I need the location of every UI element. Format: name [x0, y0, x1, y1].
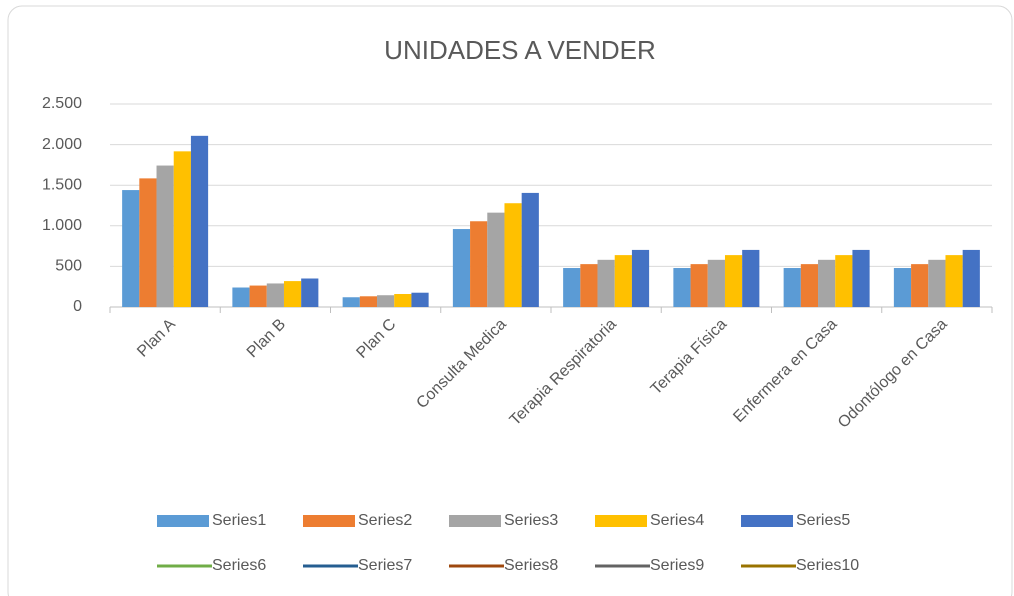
bar — [301, 278, 319, 307]
bar — [724, 255, 743, 307]
bar — [673, 268, 691, 307]
bar — [173, 151, 191, 307]
bar — [394, 294, 412, 307]
legend-swatch — [303, 515, 355, 527]
bar — [690, 264, 708, 307]
bar — [504, 203, 522, 307]
bar — [911, 264, 929, 307]
y-tick-label: 500 — [55, 258, 82, 275]
bar — [249, 285, 267, 307]
bar — [928, 259, 946, 307]
bar — [411, 292, 429, 307]
bar — [122, 190, 140, 307]
bar — [580, 264, 598, 307]
y-tick-label: 1.500 — [42, 176, 82, 193]
legend-label: Series9 — [650, 557, 704, 574]
legend-swatch — [741, 515, 793, 527]
legend-label: Series5 — [796, 512, 850, 529]
y-tick-label: 2.000 — [42, 136, 82, 153]
bar — [342, 297, 360, 307]
bar — [835, 255, 853, 307]
bar — [521, 192, 539, 307]
bar — [962, 249, 980, 307]
bar — [893, 268, 912, 307]
legend-label: Series7 — [358, 557, 412, 574]
bar — [156, 165, 174, 307]
bar — [597, 259, 615, 307]
legend-label: Series2 — [358, 512, 412, 529]
bar — [818, 259, 836, 307]
bar — [139, 178, 157, 307]
legend-label: Series3 — [504, 512, 558, 529]
legend-swatch — [449, 515, 501, 527]
legend-label: Series1 — [212, 512, 266, 529]
legend-label: Series10 — [796, 557, 859, 574]
bar — [266, 283, 284, 307]
bar — [800, 264, 819, 307]
y-tick-label: 2.500 — [42, 95, 82, 112]
y-tick-label: 0 — [73, 298, 82, 315]
bar — [452, 229, 471, 307]
bar — [945, 255, 963, 307]
bar — [487, 212, 505, 307]
bar — [377, 295, 395, 307]
bar — [631, 249, 650, 307]
bar — [190, 135, 209, 307]
bar — [563, 268, 581, 307]
legend-label: Series6 — [212, 557, 266, 574]
bar — [359, 296, 378, 307]
bar — [852, 249, 870, 307]
bar — [283, 281, 302, 307]
legend-label: Series4 — [650, 512, 704, 529]
bar — [783, 268, 801, 307]
bar — [742, 249, 760, 307]
legend-label: Series8 — [504, 557, 558, 574]
bar — [614, 255, 632, 307]
chart-title: UNIDADES A VENDER — [384, 35, 656, 65]
y-tick-label: 1.000 — [42, 217, 82, 234]
legend-swatch — [595, 515, 647, 527]
bar — [470, 221, 488, 307]
bar — [232, 287, 250, 307]
bar — [707, 259, 725, 307]
legend-swatch — [157, 515, 209, 527]
